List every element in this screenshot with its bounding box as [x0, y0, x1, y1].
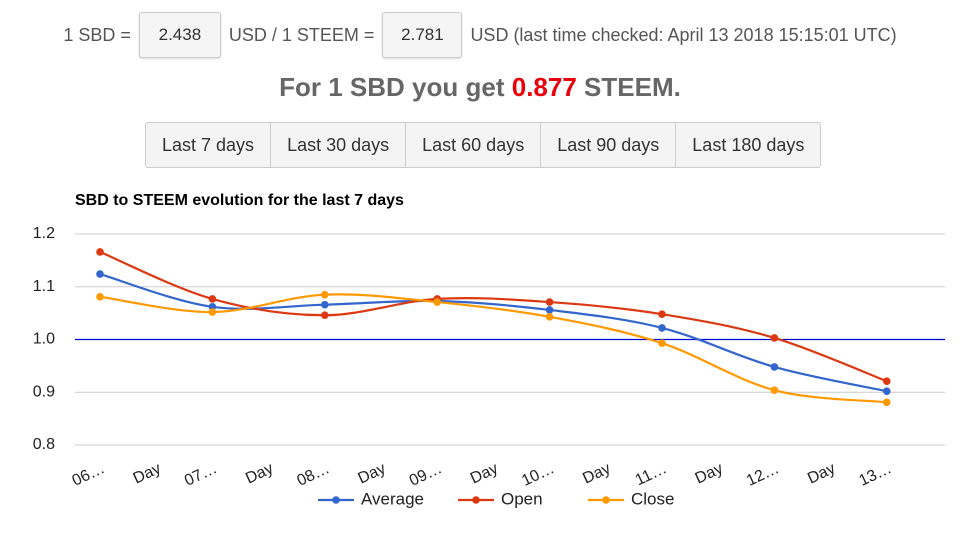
point: [658, 310, 666, 318]
point: [321, 300, 329, 309]
series-line: [99, 293, 887, 404]
point: [321, 290, 329, 299]
x-tick-label: Day: [805, 460, 838, 487]
range-button[interactable]: Last 7 days: [145, 122, 272, 168]
sbd-input[interactable]: 2.438: [138, 12, 221, 58]
y-tick-label: 0.9: [33, 383, 55, 400]
legend-swatch-dot: [332, 496, 340, 504]
x-tick-label: 10…: [519, 460, 557, 490]
legend-label: Close: [631, 489, 674, 508]
point: [321, 311, 329, 320]
point: [883, 387, 891, 395]
legend-swatch-dot: [602, 496, 610, 504]
x-tick-label: 06…: [70, 460, 108, 490]
headline-value: 0.877: [511, 72, 577, 102]
legend-swatch-dot: [472, 496, 480, 504]
point: [883, 398, 891, 407]
y-tick-label: 1.0: [33, 331, 55, 348]
point: [545, 298, 554, 306]
point: [545, 313, 554, 321]
range-button[interactable]: Last 60 days: [405, 122, 542, 168]
x-tick-label: Day: [243, 460, 276, 487]
x-tick-label: Day: [468, 460, 501, 487]
point: [208, 295, 217, 303]
headline-prefix: For 1 SBD you get: [279, 72, 505, 102]
x-tick-label: Day: [580, 460, 613, 487]
series-line: [99, 250, 888, 383]
x-tick-label: Day: [356, 460, 389, 487]
point: [545, 306, 554, 314]
chart: SBD to STEEM evolution for the last 7 da…: [33, 192, 945, 508]
x-tick-label: Day: [693, 460, 726, 487]
chart-title: SBD to STEEM evolution for the last 7 da…: [75, 192, 404, 209]
rate-row: 1 SBD = 2.438 USD / 1 STEEM = 2.781 USD …: [0, 12, 960, 58]
x-tick-label: 13…: [856, 460, 894, 490]
x-tick-label: 09…: [407, 460, 445, 490]
point: [208, 308, 217, 316]
series-line: [99, 273, 888, 393]
x-tick-label: 11…: [633, 460, 670, 489]
point: [208, 302, 217, 311]
point: [770, 386, 779, 394]
x-tick-label: 12…: [744, 460, 782, 490]
checked-label: USD (last time checked: April 13 2018 15…: [470, 24, 897, 45]
range-button[interactable]: Last 90 days: [540, 122, 677, 168]
point: [658, 324, 666, 332]
x-tick-label: 07…: [182, 460, 220, 490]
range-button[interactable]: Last 30 days: [270, 122, 407, 168]
point: [883, 377, 891, 385]
y-tick-label: 1.1: [33, 278, 55, 295]
point: [770, 334, 779, 342]
point: [770, 363, 779, 371]
x-tick-label: 08…: [294, 460, 332, 490]
y-tick-label: 1.2: [33, 225, 55, 242]
steem-label: USD / 1 STEEM =: [228, 24, 375, 45]
x-tick-label: Day: [131, 460, 164, 487]
sbd-label: 1 SBD =: [63, 24, 131, 45]
legend-label: Open: [501, 489, 543, 508]
headline-suffix: STEEM.: [584, 72, 681, 102]
range-buttons: Last 7 days Last 30 days Last 60 days Last …: [145, 122, 822, 168]
point: [433, 298, 442, 306]
point: [96, 248, 104, 256]
point: [96, 292, 104, 301]
steem-input[interactable]: 2.781: [382, 12, 463, 58]
point: [658, 339, 666, 347]
legend-label: Average: [361, 489, 424, 508]
headline: For 1 SBD you get 0.877 STEEM.: [0, 72, 960, 103]
range-button[interactable]: Last 180 days: [675, 122, 822, 168]
point: [96, 270, 104, 278]
y-tick-label: 0.8: [33, 436, 55, 453]
